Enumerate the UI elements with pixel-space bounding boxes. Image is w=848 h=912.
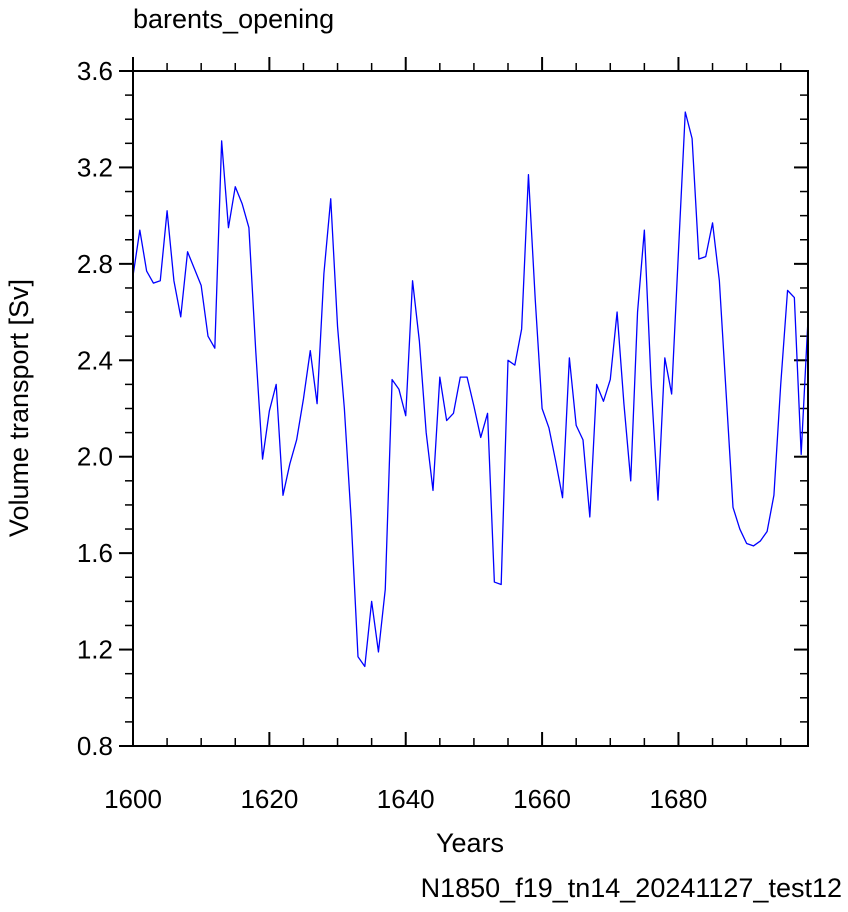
y-tick-label: 0.8	[77, 731, 113, 761]
y-tick-label: 1.2	[77, 635, 113, 665]
x-tick-label: 1680	[650, 784, 708, 814]
y-axis-label: Volume transport [Sv]	[4, 279, 34, 537]
chart-title: barents_opening	[133, 4, 334, 34]
y-tick-label: 1.6	[77, 538, 113, 568]
x-axis-label: Years	[436, 828, 504, 858]
plot-frame	[132, 70, 809, 747]
y-axis-tick-labels: 0.8 1.2 1.6 2.0 2.4 2.8 3.2 3.6	[77, 56, 113, 761]
x-tick-label: 1640	[377, 784, 435, 814]
case-label: N1850_f19_tn14_20241127_test12	[421, 873, 842, 903]
y-tick-label: 2.4	[77, 345, 113, 375]
y-axis-ticks	[119, 70, 808, 747]
y-tick-label: 3.2	[77, 152, 113, 182]
x-tick-label: 1620	[240, 784, 298, 814]
x-tick-label: 1600	[104, 784, 162, 814]
x-axis-tick-labels: 1600 1620 1640 1660 1680	[104, 784, 707, 814]
x-tick-label: 1660	[513, 784, 571, 814]
x-axis-ticks	[132, 57, 782, 746]
y-tick-label: 2.8	[77, 249, 113, 279]
y-tick-label: 3.6	[77, 56, 113, 86]
series-line	[132, 111, 809, 668]
y-tick-label: 2.0	[77, 442, 113, 472]
